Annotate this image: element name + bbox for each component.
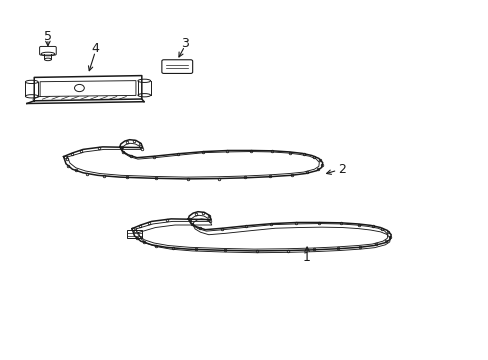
Text: 4: 4 xyxy=(91,42,99,55)
Circle shape xyxy=(74,85,84,92)
Text: 2: 2 xyxy=(338,163,346,176)
FancyBboxPatch shape xyxy=(162,60,192,73)
Text: 3: 3 xyxy=(181,37,188,50)
Bar xyxy=(127,230,142,238)
Text: 1: 1 xyxy=(303,251,310,264)
FancyBboxPatch shape xyxy=(40,46,56,55)
Text: 5: 5 xyxy=(44,30,52,42)
